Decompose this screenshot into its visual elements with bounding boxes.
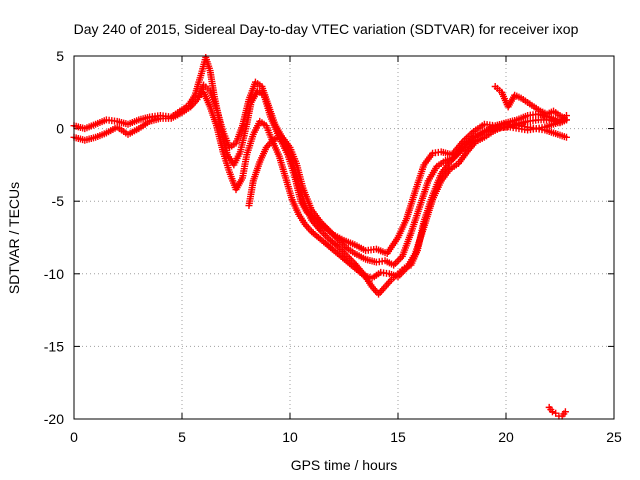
x-tick-label: 25 (606, 429, 622, 445)
plot-frame (73, 55, 615, 420)
data-points (70, 53, 570, 420)
data-point (395, 256, 403, 264)
y-tick-label: 0 (56, 121, 64, 137)
x-tick-label: 10 (282, 429, 298, 445)
y-tick-labels: 5 0 -5 -10 -15 -20 (44, 48, 64, 427)
x-tick-label: 5 (178, 429, 186, 445)
data-point (561, 408, 569, 416)
y-tick-label: -10 (44, 266, 64, 282)
data-point (562, 133, 570, 141)
y-tick-label: -15 (44, 338, 64, 354)
x-axis-label: GPS time / hours (291, 457, 398, 473)
x-tick-label: 0 (70, 429, 78, 445)
data-point (349, 258, 357, 266)
y-axis-label: SDTVAR / TECUs (6, 182, 22, 294)
y-tick-label: 5 (56, 48, 64, 64)
data-point (340, 249, 348, 257)
x-tick-label: 20 (498, 429, 514, 445)
grid-lines (74, 56, 614, 419)
data-point (548, 408, 556, 416)
y-tick-label: -20 (44, 411, 64, 427)
chart-title: Day 240 of 2015, Sidereal Day-to-day VTE… (74, 21, 579, 37)
data-point (562, 116, 570, 124)
x-tick-label: 15 (390, 429, 406, 445)
y-tick-label: -5 (52, 193, 65, 209)
x-tick-labels: 0 5 10 15 20 25 (70, 429, 622, 445)
